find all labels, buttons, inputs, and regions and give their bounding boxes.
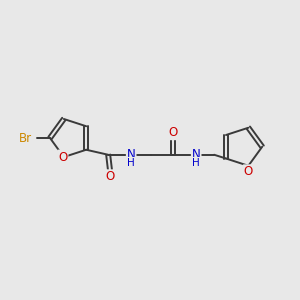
Text: N: N — [127, 148, 136, 161]
Text: O: O — [244, 165, 253, 178]
Text: H: H — [127, 158, 135, 168]
Text: O: O — [106, 170, 115, 183]
Text: O: O — [58, 151, 68, 164]
Text: Br: Br — [19, 131, 32, 145]
Text: H: H — [192, 158, 200, 168]
Text: O: O — [169, 126, 178, 139]
Text: N: N — [192, 148, 201, 161]
